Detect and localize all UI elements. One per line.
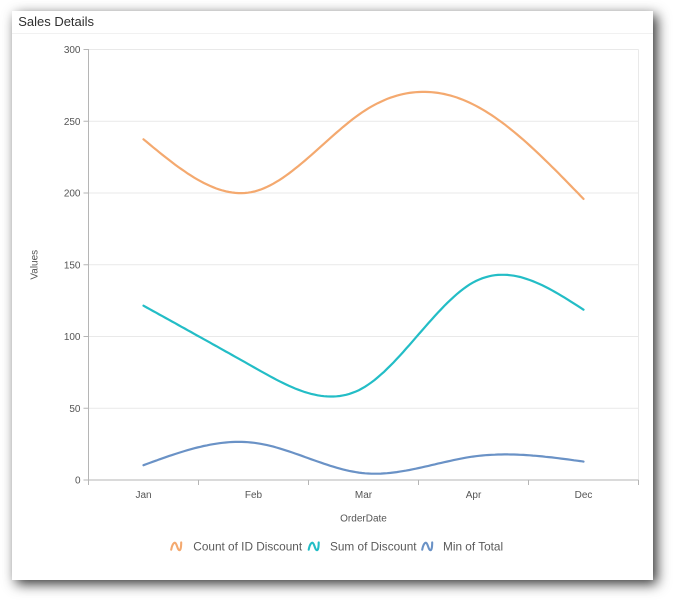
- svg-text:50: 50: [69, 404, 81, 415]
- svg-text:300: 300: [64, 45, 81, 56]
- svg-text:150: 150: [64, 260, 81, 271]
- svg-text:Sum of Discount: Sum of Discount: [330, 540, 417, 554]
- svg-text:Feb: Feb: [245, 490, 263, 501]
- svg-text:OrderDate: OrderDate: [340, 514, 387, 525]
- svg-text:Values: Values: [29, 250, 40, 280]
- svg-text:Apr: Apr: [466, 490, 482, 501]
- svg-text:Count of ID Discount: Count of ID Discount: [193, 540, 303, 554]
- svg-text:Min of Total: Min of Total: [443, 540, 503, 554]
- svg-text:250: 250: [64, 117, 81, 128]
- svg-text:Jan: Jan: [135, 490, 151, 501]
- svg-text:Dec: Dec: [575, 490, 593, 501]
- svg-text:0: 0: [75, 476, 81, 487]
- svg-text:Mar: Mar: [355, 490, 373, 501]
- svg-text:100: 100: [64, 332, 81, 343]
- svg-text:200: 200: [64, 189, 81, 200]
